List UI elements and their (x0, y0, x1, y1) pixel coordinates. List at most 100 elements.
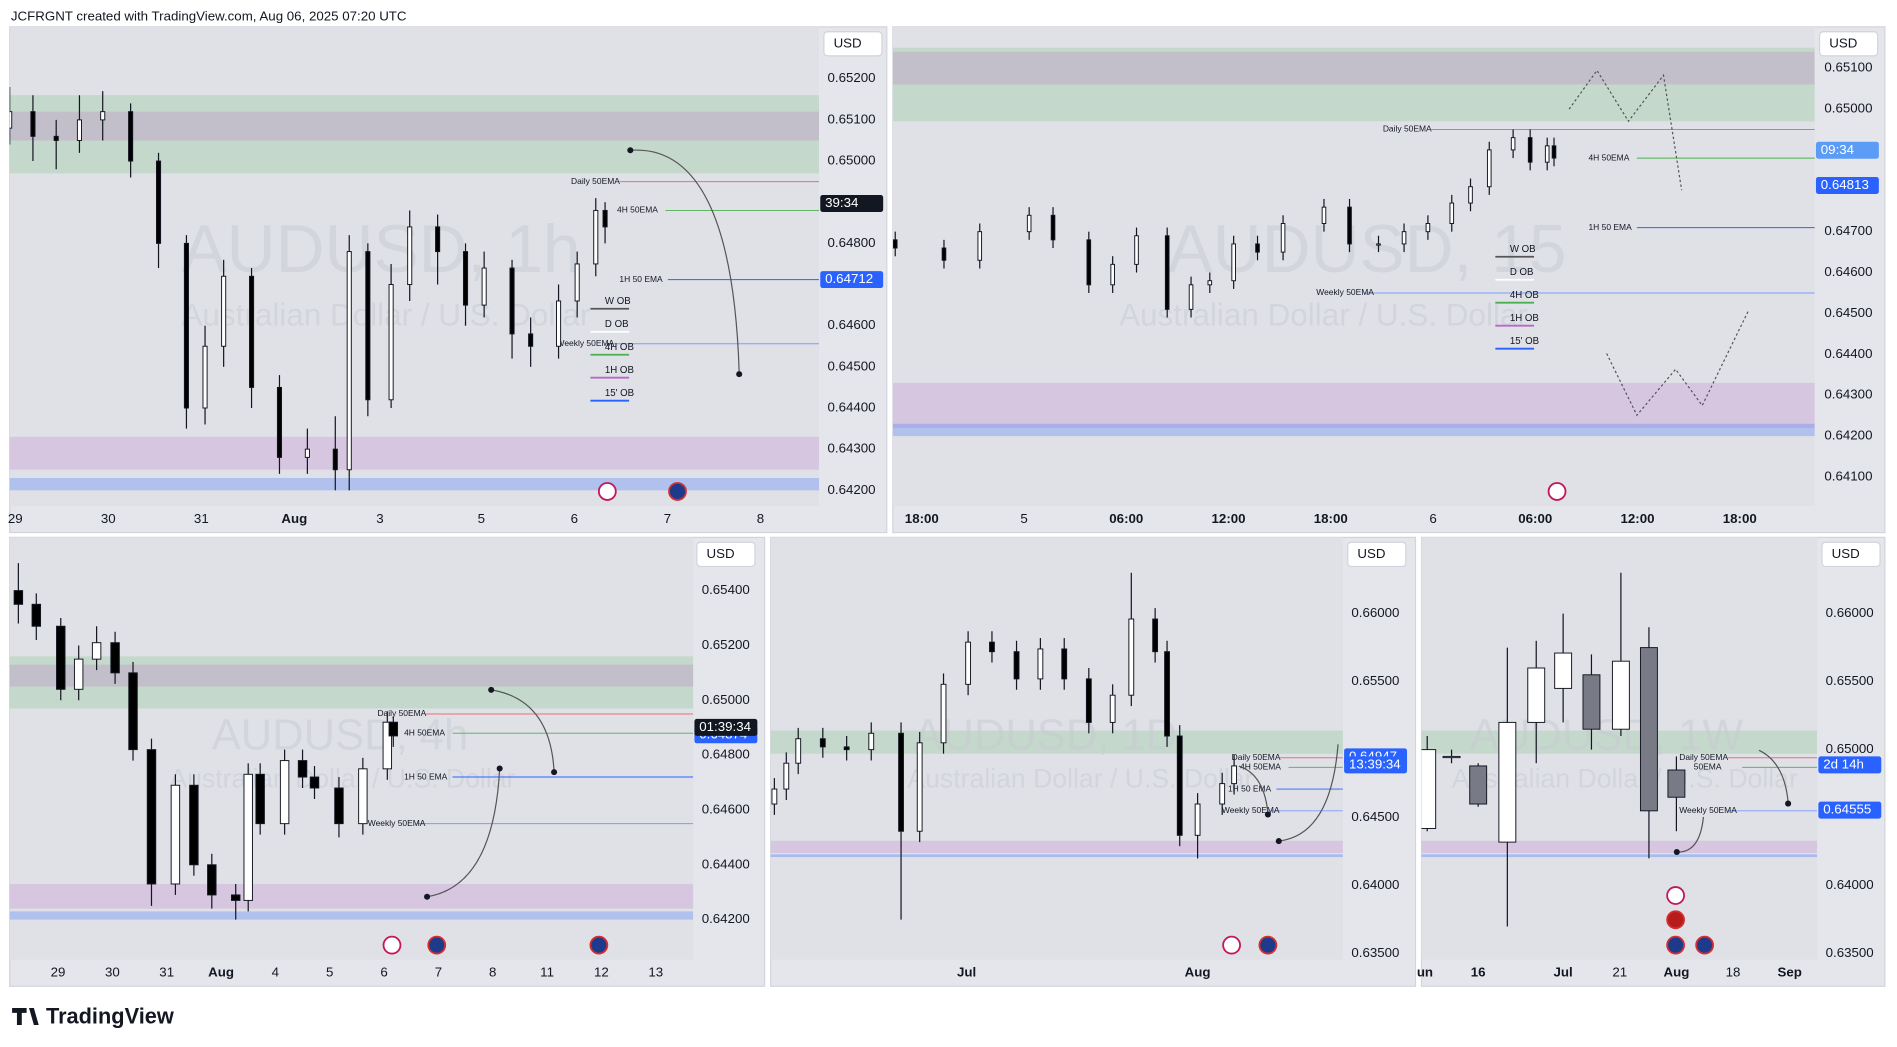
currency-box (823, 31, 883, 57)
x-tick-label: 30 (105, 964, 120, 979)
order-block-zone (9, 911, 694, 920)
countdown-tag (1818, 756, 1882, 774)
x-tick-label: 31 (194, 511, 209, 526)
order-block-zone (9, 656, 694, 709)
candle-body (358, 768, 368, 825)
projection-path (1568, 69, 1683, 191)
candle-body (255, 773, 265, 825)
y-tick-label: 0.64800 (702, 747, 750, 762)
ema-level-label: Weekly 50EMA (1679, 805, 1737, 815)
plot: AUDUSD, 1D Australian Dollar / U.S. Dolla… (770, 572, 1343, 920)
anchor (488, 686, 495, 693)
y-tick-label: 0.64100 (1824, 468, 1872, 483)
candle-body (128, 672, 138, 751)
candle-body (1188, 284, 1194, 310)
candle-body (1551, 145, 1557, 159)
order-block-zone (770, 854, 1343, 858)
order-block-zone (9, 664, 694, 687)
candle-body (1085, 678, 1092, 723)
currency-label: USD (707, 546, 735, 561)
countdown-label: 01:39:34 (699, 719, 751, 734)
candle-body (1554, 652, 1573, 689)
candle-body (128, 111, 134, 162)
candle-body (435, 226, 441, 253)
candle-body (1061, 648, 1068, 680)
x-tick-label: 18:00 (1314, 511, 1348, 526)
plot-background (1421, 537, 1818, 960)
candle-body (593, 209, 599, 265)
price-tag (1818, 801, 1882, 819)
candle-body (309, 776, 320, 789)
drawings (382, 69, 1792, 955)
ema-level-label: Daily 50EMA (377, 708, 426, 718)
candle-body (1176, 735, 1183, 836)
order-block-zone (1421, 840, 1818, 853)
y-tick-label: 0.65000 (702, 692, 750, 707)
price-tag (820, 271, 884, 289)
candle-body (146, 749, 157, 885)
watermark-subtitle: Australian Dollar / U.S. Dollar (907, 764, 1253, 794)
candle-body (771, 788, 778, 805)
projection-arrow (630, 149, 740, 373)
x-tick-label: 18:00 (1723, 511, 1757, 526)
currency-label: USD (834, 35, 862, 50)
y-tick-label: 0.65500 (1351, 673, 1399, 688)
candle-body (1667, 769, 1686, 798)
ema-level-label: Weekly 50EMA (368, 818, 426, 828)
ema-level-label: 4H 50EMA (1240, 762, 1281, 772)
x-tick-label: 12:00 (1212, 511, 1246, 526)
candle-body (56, 625, 66, 690)
candle-body (1582, 674, 1601, 730)
y-tick-label: 0.64800 (828, 235, 876, 250)
y-tick-label: 0.64600 (1824, 264, 1872, 279)
candle-body (1544, 145, 1550, 163)
countdown-label: 13:39:34 (1349, 756, 1401, 771)
legend-label: D OB (1510, 267, 1534, 278)
price-tag-label: 0.64555 (1823, 802, 1871, 817)
order-block-zone (1421, 730, 1818, 754)
order-block-zone (9, 436, 820, 470)
candle-body (965, 641, 972, 685)
legend-label: 4H OB (605, 342, 634, 353)
candle-body (1527, 137, 1533, 163)
countdown-tag (1815, 141, 1879, 159)
y-tick-label: 0.64700 (1824, 223, 1872, 238)
anchor (1673, 848, 1680, 855)
candle-body (868, 732, 875, 751)
candle-body (1134, 235, 1139, 265)
y-tick-label: 0.65000 (1826, 741, 1874, 756)
projection-arrow (491, 689, 555, 773)
candle-body (1164, 235, 1170, 310)
x-tick-label: 12:00 (1621, 511, 1655, 526)
y-tick-label: 0.65100 (1824, 60, 1872, 75)
candle-body (1219, 783, 1226, 805)
legend-label: 15' OB (605, 388, 634, 399)
candle-body (1013, 651, 1020, 680)
candle-body (1194, 803, 1201, 836)
candle-body (91, 642, 102, 660)
x-tick-label: 18 (1726, 964, 1741, 979)
ema-level-label: 1H 50 EMA (404, 771, 448, 781)
y-tick-label: 0.63500 (1826, 945, 1874, 960)
order-block-zone (9, 111, 820, 141)
candle-body (892, 239, 898, 249)
candle-body (243, 773, 253, 901)
candle-body (1498, 721, 1517, 843)
chart-panel: AUDUSD, 1h Australian Dollar / U.S. Dolla… (8, 26, 888, 534)
plot: AUDUSD, 1h Australian Dollar / U.S. Dolla… (9, 86, 820, 491)
x-tick-label: 7 (664, 511, 671, 526)
x-tick-label: 30 (101, 511, 116, 526)
countdown-label: 39:34 (825, 195, 858, 210)
candle-body (170, 784, 181, 885)
candle-body (1255, 243, 1260, 253)
x-tick-label: 7 (435, 964, 442, 979)
candle-body (382, 721, 393, 770)
x-tick-label: 29 (51, 964, 66, 979)
countdown-tag (694, 718, 758, 736)
x-tick-label: 5 (1020, 511, 1027, 526)
x-tick-label: 6 (380, 964, 387, 979)
candle-body (334, 787, 344, 825)
candle-body (940, 683, 947, 744)
legend-label: W OB (605, 296, 631, 307)
plot-background (9, 537, 694, 960)
